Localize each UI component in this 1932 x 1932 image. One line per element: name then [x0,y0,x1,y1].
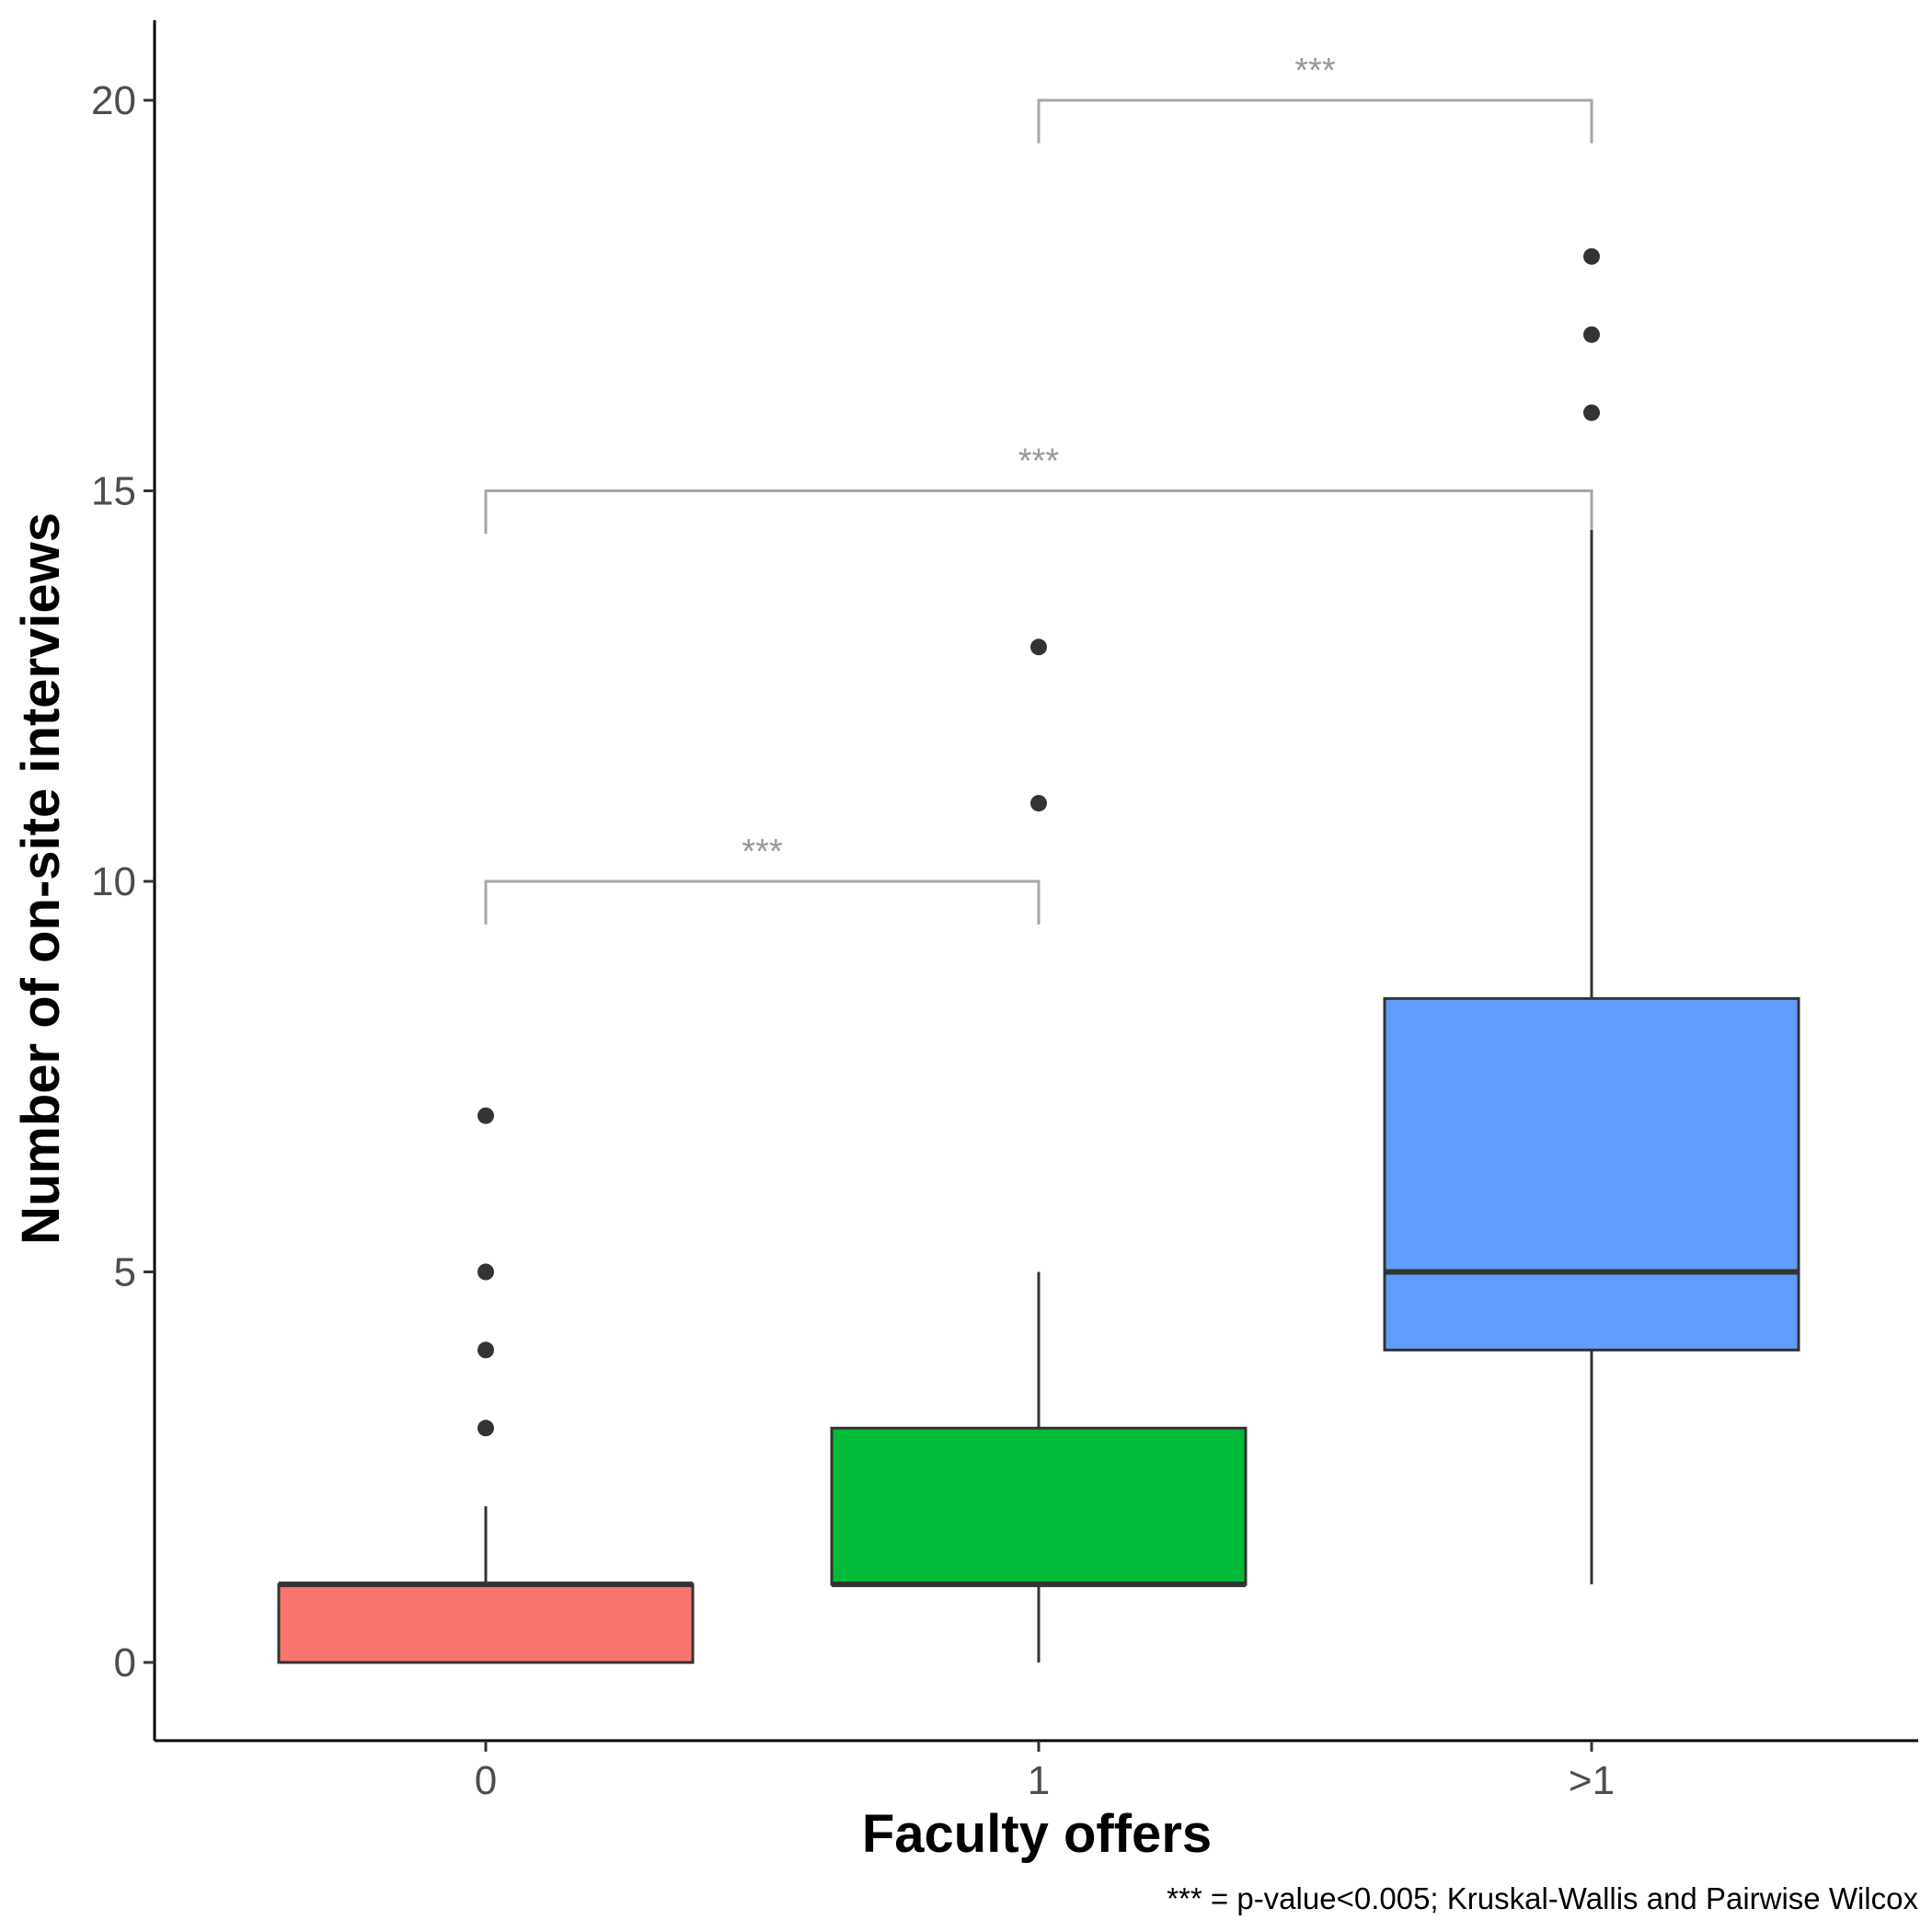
outlier-point [1583,404,1600,421]
outlier-point [477,1341,494,1359]
outlier-point [477,1107,494,1124]
x-tick-label: >1 [1569,1758,1615,1803]
significance-bracket [1037,98,1593,144]
y-tick-label: 0 [114,1640,136,1685]
box-group [830,638,1248,1662]
x-tick-label: 0 [475,1758,497,1803]
box-group [1383,247,1800,1585]
y-tick-label: 5 [114,1250,136,1295]
outlier-point [1030,795,1047,812]
x-tick-label: 1 [1028,1758,1050,1803]
significance-brackets: *** *** *** [484,52,1593,925]
significance-label: *** [1018,443,1060,481]
axes: 0 5 10 15 20 0 1 >1 [91,20,1918,1803]
significance-bracket [484,880,1041,925]
box-body [277,1582,695,1664]
outlier-point [1583,326,1600,343]
box-body [830,1426,1248,1586]
x-axis-title: Faculty offers [862,1804,1212,1864]
outlier-point [477,1263,494,1281]
outlier-point [1583,247,1600,265]
caption: *** = p-value<0.005; Kruskal-Wallis and … [1167,1881,1918,1915]
y-tick-label: 15 [91,469,136,514]
y-tick-label: 10 [91,859,136,904]
box-body [1383,996,1800,1351]
significance-label: *** [1294,52,1336,90]
boxes [277,247,1800,1664]
outlier-point [477,1420,494,1437]
significance-bracket [484,489,1593,535]
box-group [277,1107,695,1664]
y-axis-title: Number of on-site interviews [11,512,71,1245]
outlier-point [1030,638,1047,656]
y-tick-label: 20 [91,78,136,123]
significance-label: *** [742,833,783,871]
